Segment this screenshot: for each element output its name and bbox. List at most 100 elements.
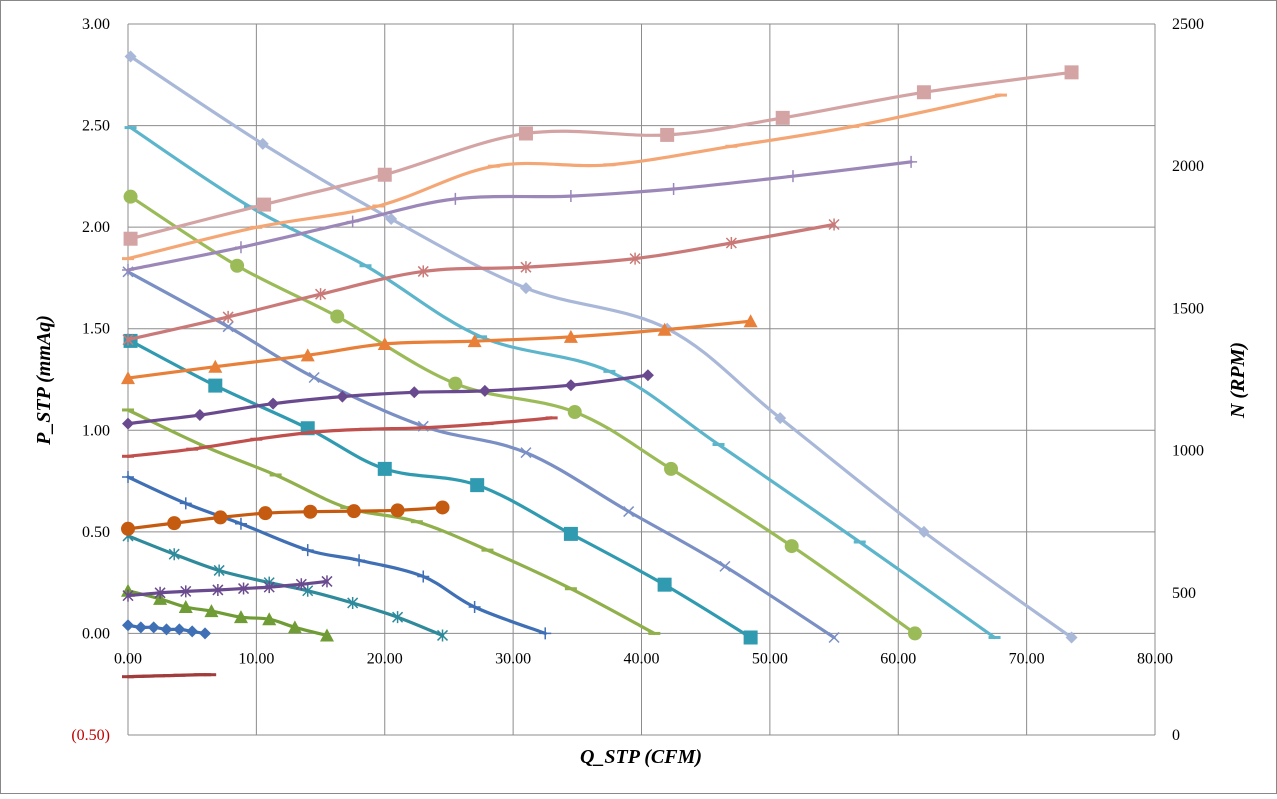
series-9 — [124, 126, 1001, 640]
data-point — [346, 215, 359, 228]
data-point — [467, 334, 482, 348]
data-point — [743, 630, 758, 645]
data-point — [303, 504, 318, 519]
data-point — [563, 526, 578, 541]
data-point — [603, 163, 616, 167]
data-point — [269, 473, 282, 477]
data-point — [308, 371, 320, 383]
data-point — [193, 673, 206, 677]
data-point — [719, 560, 731, 572]
data-point — [204, 673, 217, 677]
x-tick-label: 10.00 — [238, 650, 274, 667]
data-point — [122, 454, 134, 458]
data-point — [1064, 65, 1079, 80]
data-point — [267, 397, 280, 410]
series-20 — [123, 65, 1079, 246]
data-point — [786, 170, 799, 183]
data-point — [295, 578, 307, 591]
data-point — [212, 583, 224, 596]
data-point — [564, 379, 577, 392]
data-point — [163, 674, 176, 678]
x-tick-label: 80.00 — [1137, 650, 1173, 667]
y-tick-label: 0.00 — [82, 625, 110, 642]
data-point — [250, 437, 263, 441]
data-point — [853, 540, 866, 544]
series-14 — [122, 416, 558, 458]
data-point — [994, 93, 1007, 97]
data-point — [417, 426, 430, 430]
data-point — [179, 497, 192, 510]
data-point — [199, 627, 212, 640]
data-point — [301, 544, 314, 557]
data-point — [186, 625, 199, 638]
series-line — [126, 373, 650, 426]
data-point — [168, 548, 180, 561]
x-tick-label: 70.00 — [1009, 650, 1045, 667]
data-point — [230, 258, 245, 273]
y-tick-label: 1.00 — [82, 422, 110, 439]
data-point — [263, 581, 275, 594]
data-point — [186, 447, 199, 451]
series-line — [126, 319, 753, 380]
y2-tick-label: 2500 — [1172, 16, 1204, 33]
data-point — [905, 155, 918, 168]
data-point — [321, 575, 333, 588]
data-point — [712, 443, 725, 447]
series-line — [126, 579, 329, 598]
x-tick-label: 40.00 — [624, 650, 660, 667]
data-point — [828, 631, 840, 644]
data-point — [178, 600, 193, 614]
data-point — [154, 586, 166, 599]
y2-tick-label: 1000 — [1172, 443, 1204, 460]
data-point — [308, 430, 321, 434]
data-point — [448, 376, 463, 391]
data-point — [372, 204, 385, 208]
series-line — [129, 126, 997, 640]
series-16 — [121, 314, 758, 385]
data-point — [988, 635, 1001, 639]
data-point — [262, 612, 277, 626]
data-point — [319, 628, 334, 642]
series-15 — [122, 369, 654, 430]
data-point — [564, 190, 577, 203]
series-layer — [121, 50, 1079, 679]
data-point — [173, 623, 186, 636]
data-point — [377, 336, 392, 350]
x-tick-label: 50.00 — [752, 650, 788, 667]
data-point — [481, 422, 494, 426]
series-17 — [122, 218, 840, 346]
y2-tick-label: 500 — [1172, 585, 1196, 602]
series-1 — [122, 619, 212, 640]
data-point — [657, 577, 672, 592]
data-point — [408, 386, 421, 399]
data-point — [410, 520, 423, 524]
x-tick-label: 30.00 — [495, 650, 531, 667]
series-line — [126, 270, 836, 640]
data-point — [123, 189, 138, 204]
data-point — [213, 510, 228, 525]
data-point — [124, 126, 137, 130]
data-point — [385, 213, 398, 226]
data-point — [545, 416, 558, 420]
data-point — [907, 626, 922, 641]
data-point — [847, 124, 860, 128]
data-point — [916, 85, 931, 100]
series-6 — [123, 333, 758, 645]
data-point — [287, 620, 302, 634]
series-line — [126, 222, 836, 342]
y-tick-label: 2.50 — [82, 118, 110, 135]
data-point — [122, 471, 134, 484]
data-point — [122, 675, 134, 679]
data-point — [648, 631, 661, 635]
data-point — [222, 321, 234, 333]
data-point — [629, 252, 641, 265]
data-point — [657, 322, 672, 336]
gridlines — [127, 23, 1156, 736]
series-4 — [122, 471, 552, 640]
data-point — [234, 241, 247, 254]
data-point — [775, 110, 790, 125]
data-point — [300, 348, 315, 362]
